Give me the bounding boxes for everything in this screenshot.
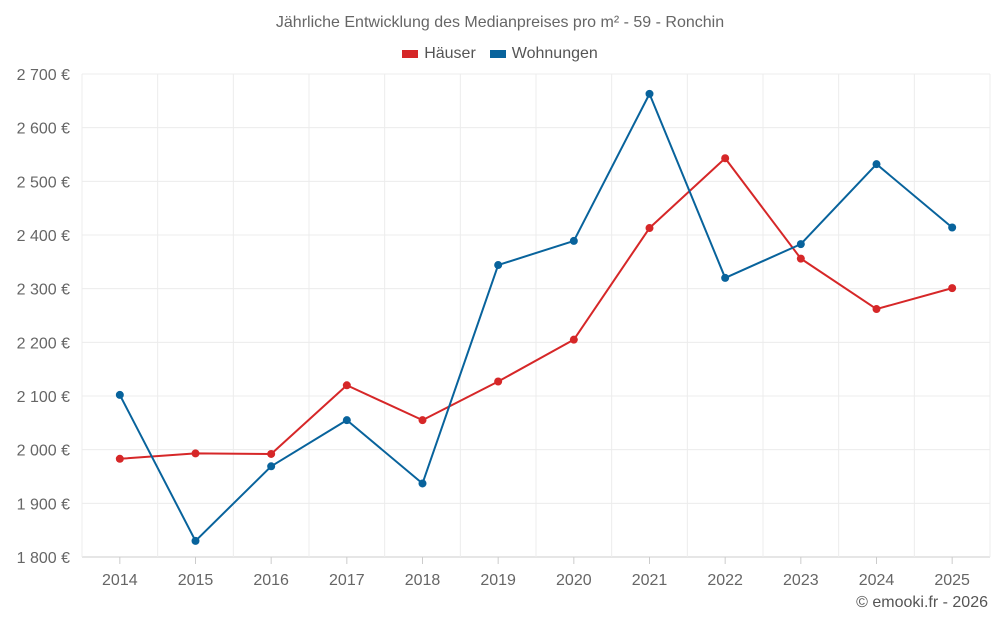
series-lines bbox=[115, 89, 957, 545]
chart-legend: Häuser Wohnungen bbox=[0, 45, 1000, 63]
x-tick-label: 2023 bbox=[783, 572, 819, 589]
legend-swatch-wohnungen bbox=[489, 50, 506, 58]
data-point bbox=[569, 236, 578, 245]
data-point bbox=[342, 416, 351, 425]
legend-label-haeuser: Häuser bbox=[424, 45, 476, 62]
data-point bbox=[948, 223, 957, 232]
y-tick-label: 2 600 € bbox=[17, 121, 70, 138]
data-point bbox=[115, 454, 124, 463]
y-tick-label: 2 500 € bbox=[17, 174, 70, 191]
legend-item-haeuser[interactable]: Häuser bbox=[402, 45, 476, 63]
y-tick-label: 1 800 € bbox=[17, 550, 70, 567]
legend-label-wohnungen: Wohnungen bbox=[511, 45, 598, 62]
x-tick-label: 2019 bbox=[480, 572, 516, 589]
x-tick-label: 2014 bbox=[102, 572, 138, 589]
data-point bbox=[494, 261, 503, 270]
x-tick-label: 2018 bbox=[405, 572, 441, 589]
y-tick-label: 2 000 € bbox=[17, 443, 70, 460]
data-point bbox=[948, 284, 957, 293]
x-tick-label: 2016 bbox=[253, 572, 289, 589]
data-point bbox=[796, 254, 805, 263]
data-point bbox=[267, 462, 276, 471]
data-point bbox=[569, 335, 578, 344]
legend-item-wohnungen[interactable]: Wohnungen bbox=[489, 45, 598, 63]
x-tick-label: 2024 bbox=[859, 572, 895, 589]
data-point bbox=[115, 390, 124, 399]
grid-lines bbox=[81, 73, 991, 558]
y-tick-label: 2 300 € bbox=[17, 282, 70, 299]
chart-title: Jährliche Entwicklung des Medianpreises … bbox=[275, 14, 725, 31]
data-point bbox=[645, 89, 654, 98]
y-tick-label: 2 200 € bbox=[17, 335, 70, 352]
x-tick-label: 2022 bbox=[707, 572, 743, 589]
data-point bbox=[721, 154, 730, 163]
data-point bbox=[418, 416, 427, 425]
y-tick-label: 2 700 € bbox=[17, 67, 70, 84]
data-point bbox=[418, 479, 427, 488]
data-point bbox=[796, 240, 805, 249]
x-tick-label: 2017 bbox=[329, 572, 365, 589]
credit-text: © emooki.fr - 2026 bbox=[856, 594, 988, 611]
y-tick-label: 2 400 € bbox=[17, 228, 70, 245]
x-tick-label: 2025 bbox=[934, 572, 970, 589]
data-point bbox=[872, 160, 881, 169]
data-point bbox=[645, 224, 654, 233]
data-point bbox=[494, 377, 503, 386]
data-point bbox=[721, 273, 730, 282]
data-point bbox=[342, 381, 351, 390]
x-tick-label: 2015 bbox=[178, 572, 214, 589]
axes: 1 800 € 1 900 € 2 000 € 2 100 € 2 200 € 2 300… bbox=[17, 67, 970, 589]
data-point bbox=[191, 449, 200, 458]
series-line bbox=[118, 92, 953, 542]
series-line bbox=[119, 157, 953, 460]
legend-swatch-haeuser bbox=[402, 50, 419, 58]
y-tick-label: 2 100 € bbox=[17, 389, 70, 406]
x-tick-label: 2021 bbox=[632, 572, 668, 589]
x-tick-label: 2020 bbox=[556, 572, 592, 589]
data-point bbox=[191, 536, 200, 545]
data-point bbox=[267, 449, 276, 458]
data-point bbox=[872, 305, 881, 314]
y-tick-label: 1 900 € bbox=[17, 496, 70, 513]
